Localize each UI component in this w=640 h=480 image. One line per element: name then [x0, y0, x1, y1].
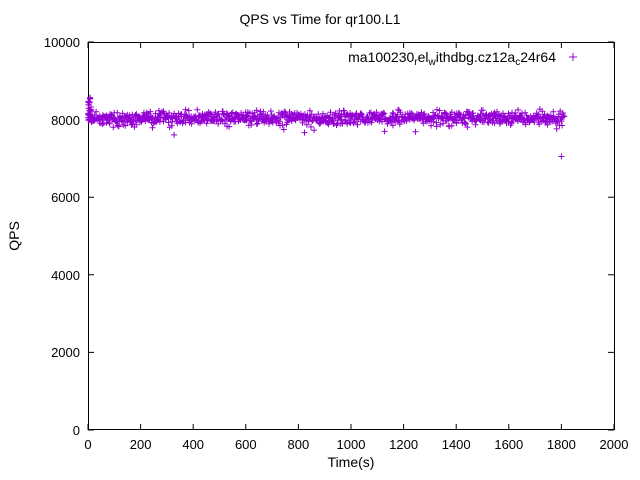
legend-label-text: 24r64 — [520, 49, 556, 65]
x-tick-label: 1600 — [494, 437, 524, 452]
plot-frame — [88, 42, 615, 430]
y-tick-label: 10000 — [43, 35, 80, 50]
x-tick-label: 600 — [234, 437, 257, 452]
x-tick-label: 1200 — [389, 437, 419, 452]
legend-label: ma100230relwithdbg.cz12ac24r64 — [348, 49, 556, 68]
x-tick-label: 1800 — [546, 437, 576, 452]
scatter-points — [85, 94, 568, 160]
chart-title: QPS vs Time for qr100.L1 — [239, 11, 401, 27]
y-axis-label: QPS — [6, 221, 22, 251]
axis-ticks — [87, 41, 615, 431]
legend-label-subscript: w — [428, 57, 436, 68]
x-tick-label: 400 — [182, 437, 205, 452]
x-tick-label: 200 — [129, 437, 152, 452]
legend-label-subscript: c — [515, 57, 521, 68]
y-tick-label: 6000 — [51, 190, 80, 206]
y-tick-label: 8000 — [51, 112, 80, 128]
y-tick-label: 2000 — [51, 345, 80, 361]
x-tick-label: 800 — [287, 437, 310, 452]
y-tick-label: 0 — [72, 423, 80, 438]
x-tick-label: 1000 — [336, 437, 366, 452]
x-tick-label: 2000 — [599, 437, 629, 452]
legend-label-text: ma100230 — [348, 49, 415, 65]
legend-label-text: ithdbg.cz12a — [435, 49, 516, 65]
legend-label-subscript: r — [414, 57, 418, 68]
x-tick-label: 1400 — [441, 437, 471, 452]
y-tick-label: 4000 — [51, 267, 80, 283]
x-axis-label: Time(s) — [327, 454, 375, 470]
legend-label-text: el — [417, 49, 429, 65]
legend-marker-icon — [569, 53, 577, 61]
x-tick-label: 0 — [84, 437, 92, 452]
